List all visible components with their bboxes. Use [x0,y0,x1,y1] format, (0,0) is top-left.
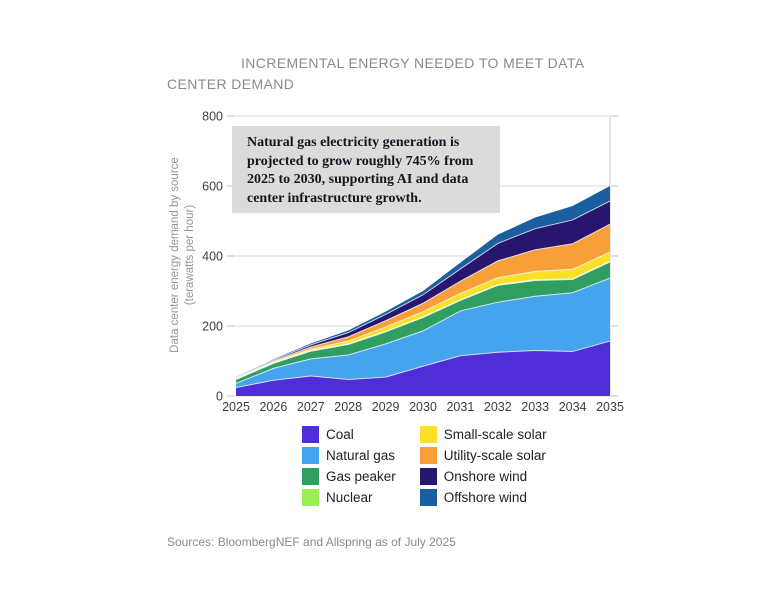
area-utility-scale-solar [236,224,610,379]
legend-label-offshore-wind: Offshore wind [443,490,527,505]
x-tick-label-2029: 2029 [372,400,400,414]
band-separator-coal [235,340,611,389]
legend-item-small-scale-solar: Small-scale solar [419,426,547,443]
x-tick-label-2035: 2035 [596,400,624,414]
area-onshore-wind [236,201,610,378]
area-offshore-wind [236,186,610,378]
annotation-text: Natural gas electricity generation is pr… [247,135,474,206]
annotation-callout: Natural gas electricity generation is pr… [232,126,500,213]
band-separator-onshore-wind [235,200,611,378]
legend-swatch-onshore-wind [419,468,437,485]
x-tick-label-2032: 2032 [484,400,512,414]
area-small-scale-solar [236,252,610,380]
area-natural-gas [236,278,610,388]
legend-label-nuclear: Nuclear [326,490,373,505]
legend-swatch-small-scale-solar [419,426,437,443]
y-tick-label-200: 200 [202,320,223,334]
band-separator-small-scale-solar [235,251,611,379]
legend-swatch-coal [302,426,319,443]
x-tick-label-2030: 2030 [409,400,437,414]
legend-swatch-utility-scale-solar [419,447,437,464]
band-separator-nuclear [235,260,611,380]
band-separator-natural-gas [235,277,611,384]
y-tick-label-800: 800 [202,110,223,124]
legend-item-offshore-wind: Offshore wind [419,489,547,506]
legend-label-natural-gas: Natural gas [326,448,396,463]
legend-swatch-gas-peaker [302,468,319,485]
legend-swatch-offshore-wind [419,489,437,506]
chart-legend: Coal Natural gas Gas peaker Nuclear Small-s… [302,426,547,506]
x-tick-label-2034: 2034 [559,400,587,414]
legend-label-onshore-wind: Onshore wind [443,469,528,484]
x-tick-label-2026: 2026 [259,400,287,414]
area-coal [236,341,610,396]
chart-title: INCREMENTAL ENERGY NEEDED TO MEET DATA C… [167,55,584,92]
x-tick-label-2028: 2028 [334,400,362,414]
legend-label-coal: Coal [326,427,354,442]
legend-item-utility-scale-solar: Utility-scale solar [419,447,547,464]
legend-label-gas-peaker: Gas peaker [326,469,396,484]
legend-item-gas-peaker: Gas peaker [302,468,396,485]
legend-swatch-nuclear [302,489,319,506]
sources-note: Sources: BloombergNEF and Allspring as o… [167,535,456,549]
legend-label-small-scale-solar: Small-scale solar [443,427,547,442]
legend-column-right: Small-scale solar Utility-scale solar Onsh… [419,426,547,506]
legend-item-onshore-wind: Onshore wind [419,468,547,485]
legend-column-left: Coal Natural gas Gas peaker Nuclear [302,426,396,506]
x-tick-label-2025: 2025 [222,400,250,414]
legend-item-natural-gas: Natural gas [302,447,396,464]
legend-swatch-natural-gas [302,447,319,464]
x-tick-label-2027: 2027 [297,400,325,414]
band-separator-utility-scale-solar [235,223,611,379]
x-tick-label-2033: 2033 [521,400,549,414]
band-separator-gas-peaker [235,261,611,381]
x-tick-label-2031: 2031 [446,400,474,414]
legend-item-nuclear: Nuclear [302,489,396,506]
area-gas-peaker [236,261,610,384]
legend-item-coal: Coal [302,426,396,443]
y-tick-label-0: 0 [216,390,223,404]
legend-label-utility-scale-solar: Utility-scale solar [443,448,546,463]
y-tick-label-600: 600 [202,180,223,194]
y-tick-label-400: 400 [202,250,223,264]
